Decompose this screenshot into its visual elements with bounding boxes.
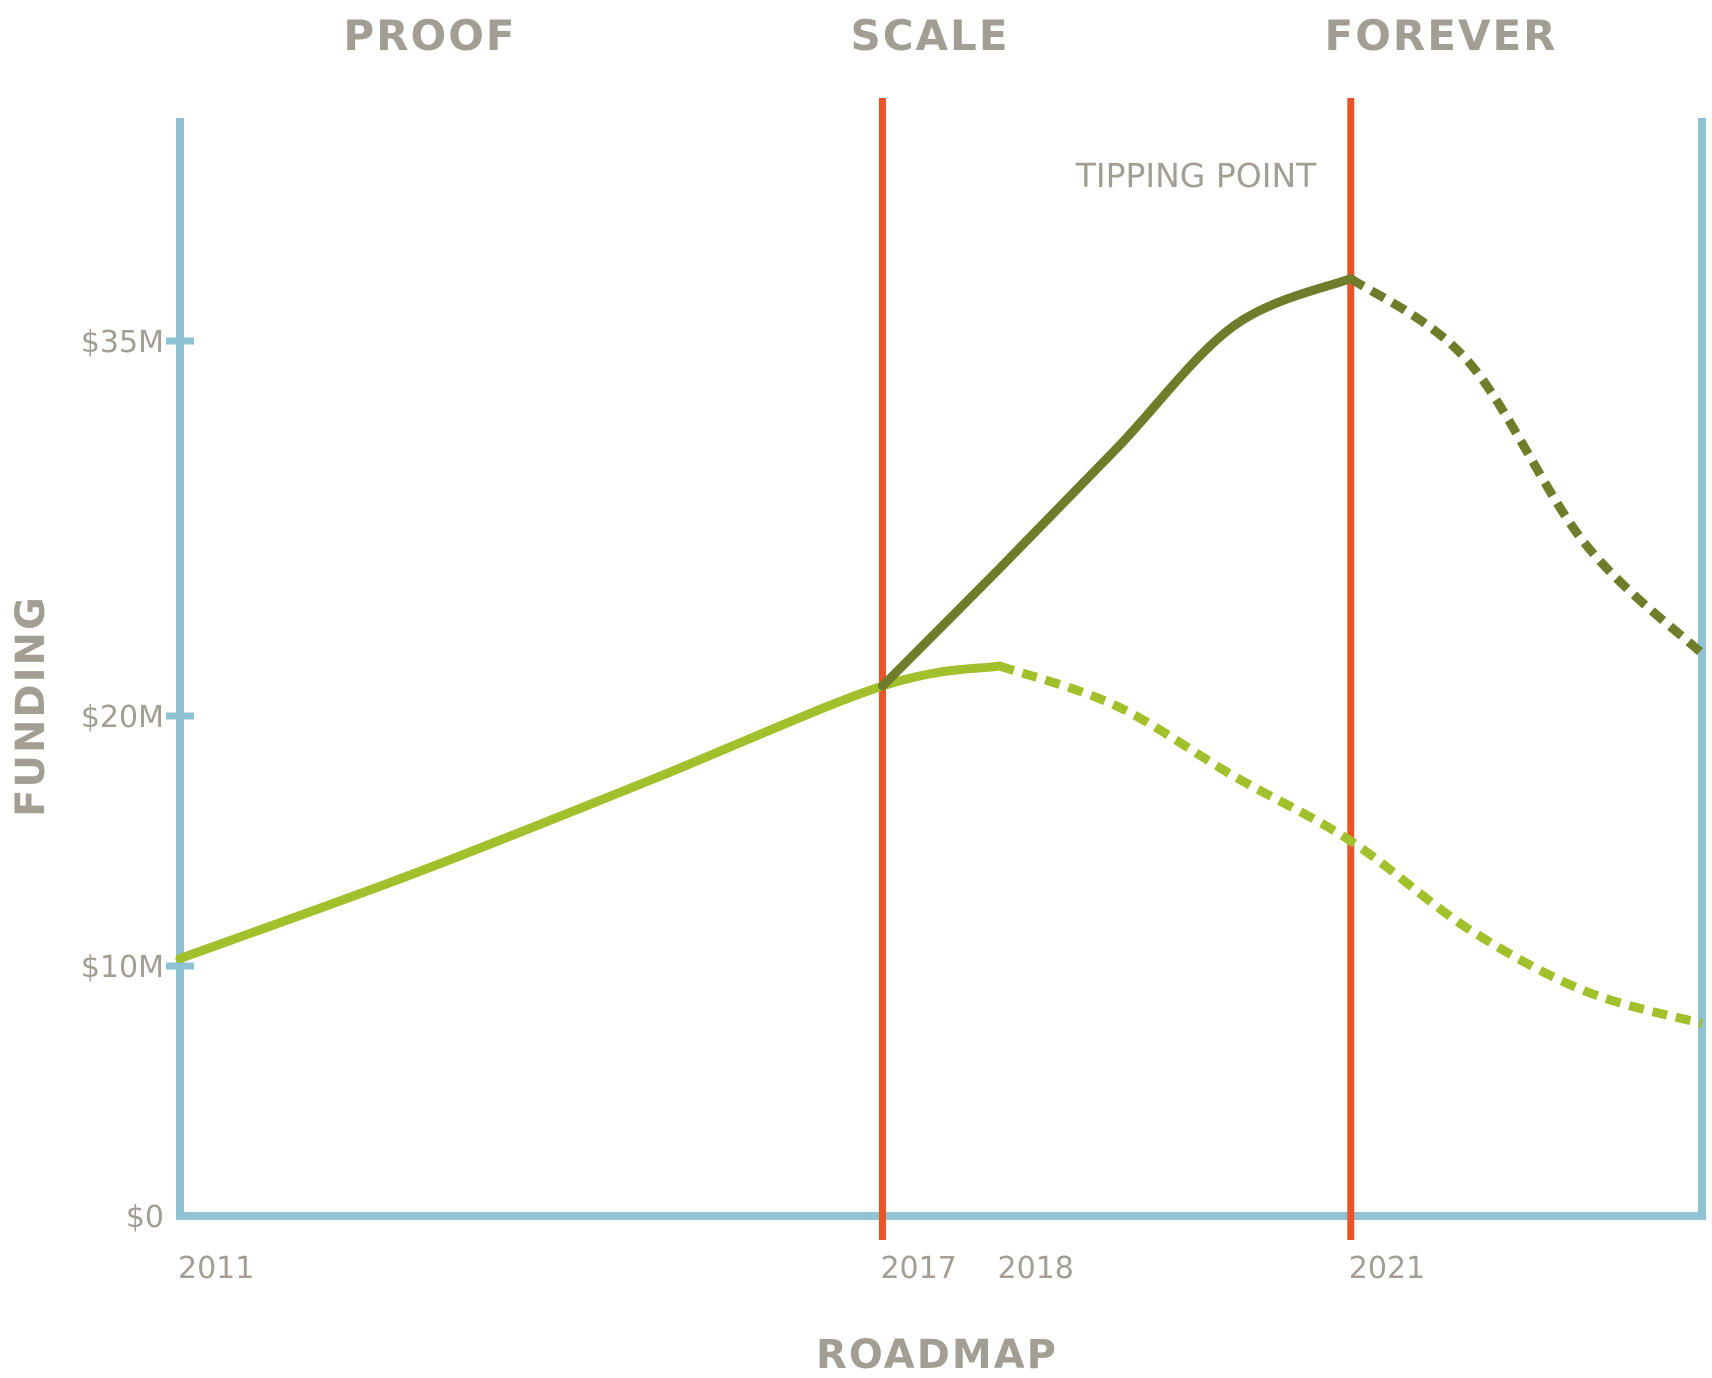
- x-axis-title: ROADMAP: [816, 1332, 1058, 1378]
- x-ticks: 2011 2017 2018 2021: [178, 1251, 1425, 1286]
- series-2-dashed-line: [1348, 274, 1706, 657]
- tipping-point-label: TIPPING POINT: [1075, 156, 1317, 195]
- series-1-solid-line: [175, 661, 1005, 963]
- x-tick-label: 2018: [998, 1251, 1074, 1286]
- series-2-solid-line: [877, 274, 1356, 691]
- phase-label-forever: FOREVER: [1325, 11, 1558, 60]
- y-tick-label: $10M: [81, 950, 164, 985]
- x-tick-label: 2017: [880, 1251, 956, 1286]
- x-tick-label: 2011: [178, 1251, 254, 1286]
- y-tick-label: $20M: [81, 700, 164, 735]
- x-tick-label: 2021: [1349, 1251, 1425, 1286]
- series-layer: [175, 274, 1706, 1028]
- y-tick-label: $35M: [81, 325, 164, 360]
- phase-label-proof: PROOF: [343, 11, 516, 60]
- phase-label-scale: SCALE: [850, 11, 1009, 60]
- y-axis-title: FUNDING: [8, 595, 54, 817]
- y-tick-label: $0: [126, 1200, 164, 1235]
- milestone-lines: [878, 98, 1355, 1240]
- series-1-dashed-line: [998, 661, 1704, 1028]
- y-ticks: $0 $10M $20M $35M: [81, 325, 194, 1235]
